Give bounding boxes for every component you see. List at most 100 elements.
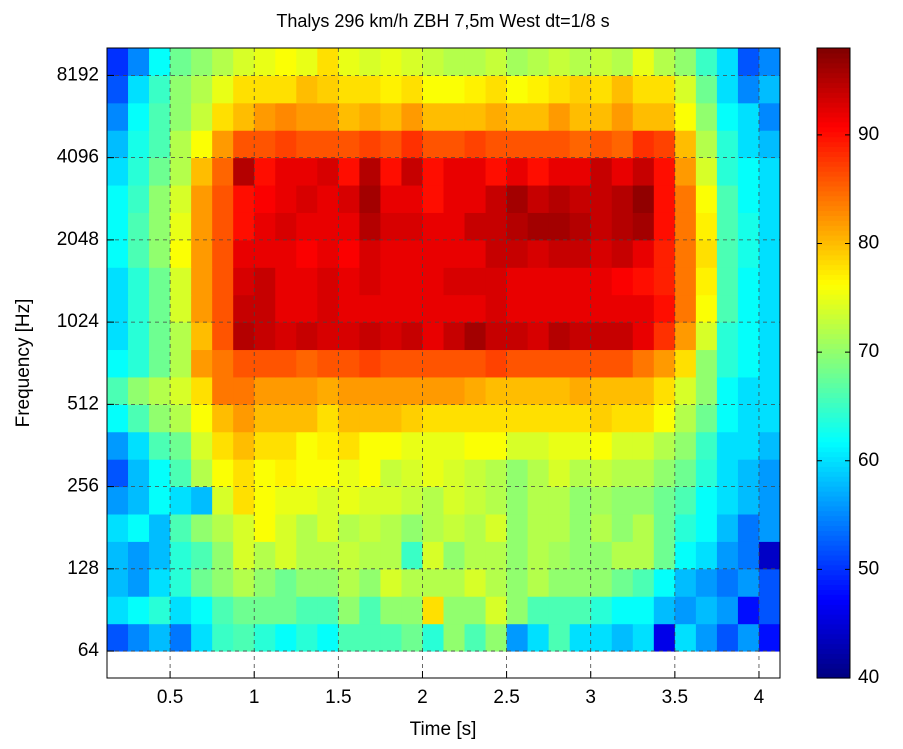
heat-cell [590, 322, 613, 351]
colorbar-step [817, 185, 850, 192]
heat-cell [233, 568, 255, 597]
heat-cell [590, 212, 613, 241]
colorbar-step [817, 402, 850, 408]
heat-cell [275, 376, 297, 405]
heat-cell [632, 541, 655, 570]
heat-cell [653, 541, 676, 570]
heat-cell [317, 130, 339, 159]
colorbar-tick-label: 50 [858, 558, 879, 579]
heat-cell [254, 212, 276, 241]
heat-cell [296, 130, 318, 159]
heat-cell [485, 75, 508, 104]
heat-cell [506, 48, 529, 76]
heat-cell [653, 102, 676, 131]
heat-cell [296, 486, 318, 515]
colorbar-step [817, 107, 850, 113]
heat-cell [674, 349, 697, 378]
heat-cell [758, 459, 781, 488]
heat-cell [422, 376, 444, 405]
heat-cell [758, 48, 781, 76]
heat-cell [401, 212, 423, 241]
heat-cell [359, 75, 381, 104]
heat-cell [590, 568, 613, 597]
heat-cell [653, 75, 676, 104]
heat-cell [233, 239, 255, 268]
heat-cell [695, 541, 718, 570]
heat-cell [485, 486, 508, 515]
heat-cell [170, 513, 192, 542]
heat-cell [527, 294, 550, 323]
heat-cell [758, 239, 781, 268]
heat-cell [359, 513, 381, 542]
heat-cell [296, 404, 318, 433]
colorbar-step [817, 431, 850, 438]
heat-cell [485, 294, 508, 323]
heat-cell [758, 541, 781, 570]
heat-cell [506, 459, 529, 488]
heat-cell [590, 541, 613, 570]
heat-cell [653, 239, 676, 268]
heat-cell [485, 102, 508, 131]
heat-cell [464, 596, 487, 625]
heat-cell [107, 130, 129, 159]
heat-cell [338, 459, 360, 488]
colorbar-step [817, 156, 850, 162]
heat-cell [695, 376, 718, 405]
heat-cell [233, 322, 255, 351]
colorbar-step [817, 618, 850, 625]
colorbar-step [817, 550, 850, 556]
heat-cell [527, 431, 550, 460]
heat-cell [695, 486, 718, 515]
heat-cell [401, 185, 423, 213]
heat-cell [191, 75, 213, 104]
colorbar-step [817, 377, 850, 384]
heat-cell [632, 212, 655, 241]
x-tick-label: 4 [754, 687, 765, 708]
heat-cell [464, 239, 487, 268]
colorbar-step [817, 594, 850, 600]
heat-cell [275, 404, 297, 433]
heat-cell [443, 541, 466, 570]
colorbar-step [817, 308, 850, 315]
colorbar-step [817, 180, 850, 187]
heat-cell [674, 239, 697, 268]
heat-cell [485, 239, 508, 268]
heat-cell [590, 349, 613, 378]
heat-cell [716, 568, 739, 597]
heat-cell [191, 486, 213, 515]
colorbar-step [817, 136, 850, 143]
heat-cell [107, 596, 129, 625]
colorbar-step [817, 131, 850, 138]
heat-cell [317, 459, 339, 488]
heat-cell [422, 404, 444, 433]
colorbar-step [817, 195, 850, 202]
heat-cell [422, 157, 444, 186]
heat-cell [317, 267, 339, 296]
heat-cell [569, 157, 592, 186]
heat-cell [254, 349, 276, 378]
colorbar-step [817, 648, 850, 654]
x-tick-label: 1 [249, 687, 260, 708]
heat-cell [527, 130, 550, 159]
colorbar-step [817, 604, 850, 610]
heat-cell [170, 212, 192, 241]
heat-cell [359, 294, 381, 323]
heat-cell [590, 267, 613, 296]
heat-cell [653, 294, 676, 323]
heat-cell [716, 185, 739, 213]
heat-cell [569, 459, 592, 488]
heat-cell [548, 404, 571, 433]
heat-cell [254, 459, 276, 488]
heat-cell [317, 75, 339, 104]
heat-cell [632, 48, 655, 76]
heat-cell [338, 322, 360, 351]
heat-cell [569, 431, 592, 460]
heat-cell [422, 486, 444, 515]
heat-cell [149, 75, 171, 104]
x-axis-label: Time [s] [410, 719, 477, 740]
heat-cell [380, 568, 402, 597]
heat-cell [401, 404, 423, 433]
heat-cell [359, 431, 381, 460]
heat-cell [422, 596, 444, 625]
colorbar-step [817, 151, 850, 157]
